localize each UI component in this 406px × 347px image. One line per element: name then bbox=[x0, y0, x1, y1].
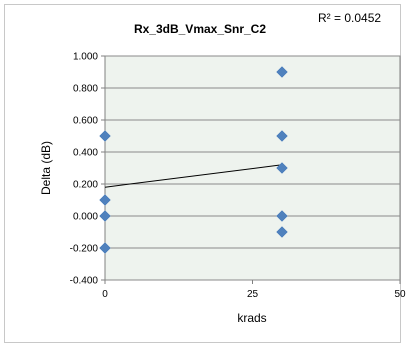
data-point bbox=[276, 66, 288, 78]
trendline bbox=[104, 164, 283, 188]
data-point bbox=[99, 242, 111, 254]
x-tick-label: 50 bbox=[394, 289, 406, 300]
x-axis-label: krads bbox=[237, 311, 266, 325]
data-point bbox=[99, 194, 111, 206]
chart-title: Rx_3dB_Vmax_Snr_C2 bbox=[134, 22, 266, 36]
grid-lines bbox=[105, 55, 400, 281]
x-tick-label: 25 bbox=[247, 289, 259, 300]
r-squared-annotation: R² = 0.0452 bbox=[318, 11, 381, 25]
y-tick-label: 1.000 bbox=[73, 52, 98, 63]
y-tick-label: -0.200 bbox=[70, 244, 99, 255]
y-tick-label: 0.200 bbox=[73, 180, 98, 191]
data-point bbox=[276, 210, 288, 222]
y-tick-label: 0.400 bbox=[73, 148, 98, 159]
data-point bbox=[276, 226, 288, 238]
y-tick-label: 0.600 bbox=[73, 116, 98, 127]
axis-ticks: -0.400 -0.200 0.000 0.200 0.400 0.600 0.800 1.0… bbox=[70, 52, 406, 301]
y-tick-label: 0.000 bbox=[73, 212, 98, 223]
y-tick-label: -0.400 bbox=[70, 276, 99, 287]
data-point bbox=[99, 210, 111, 222]
y-axis-label: Delta (dB) bbox=[39, 141, 53, 195]
data-point bbox=[99, 130, 111, 142]
data-point bbox=[276, 130, 288, 142]
data-point bbox=[276, 162, 288, 174]
x-tick-label: 0 bbox=[102, 289, 108, 300]
trendline-layer bbox=[104, 164, 283, 188]
data-points bbox=[99, 66, 288, 254]
y-tick-label: 0.800 bbox=[73, 84, 98, 95]
plot-area bbox=[104, 55, 401, 281]
